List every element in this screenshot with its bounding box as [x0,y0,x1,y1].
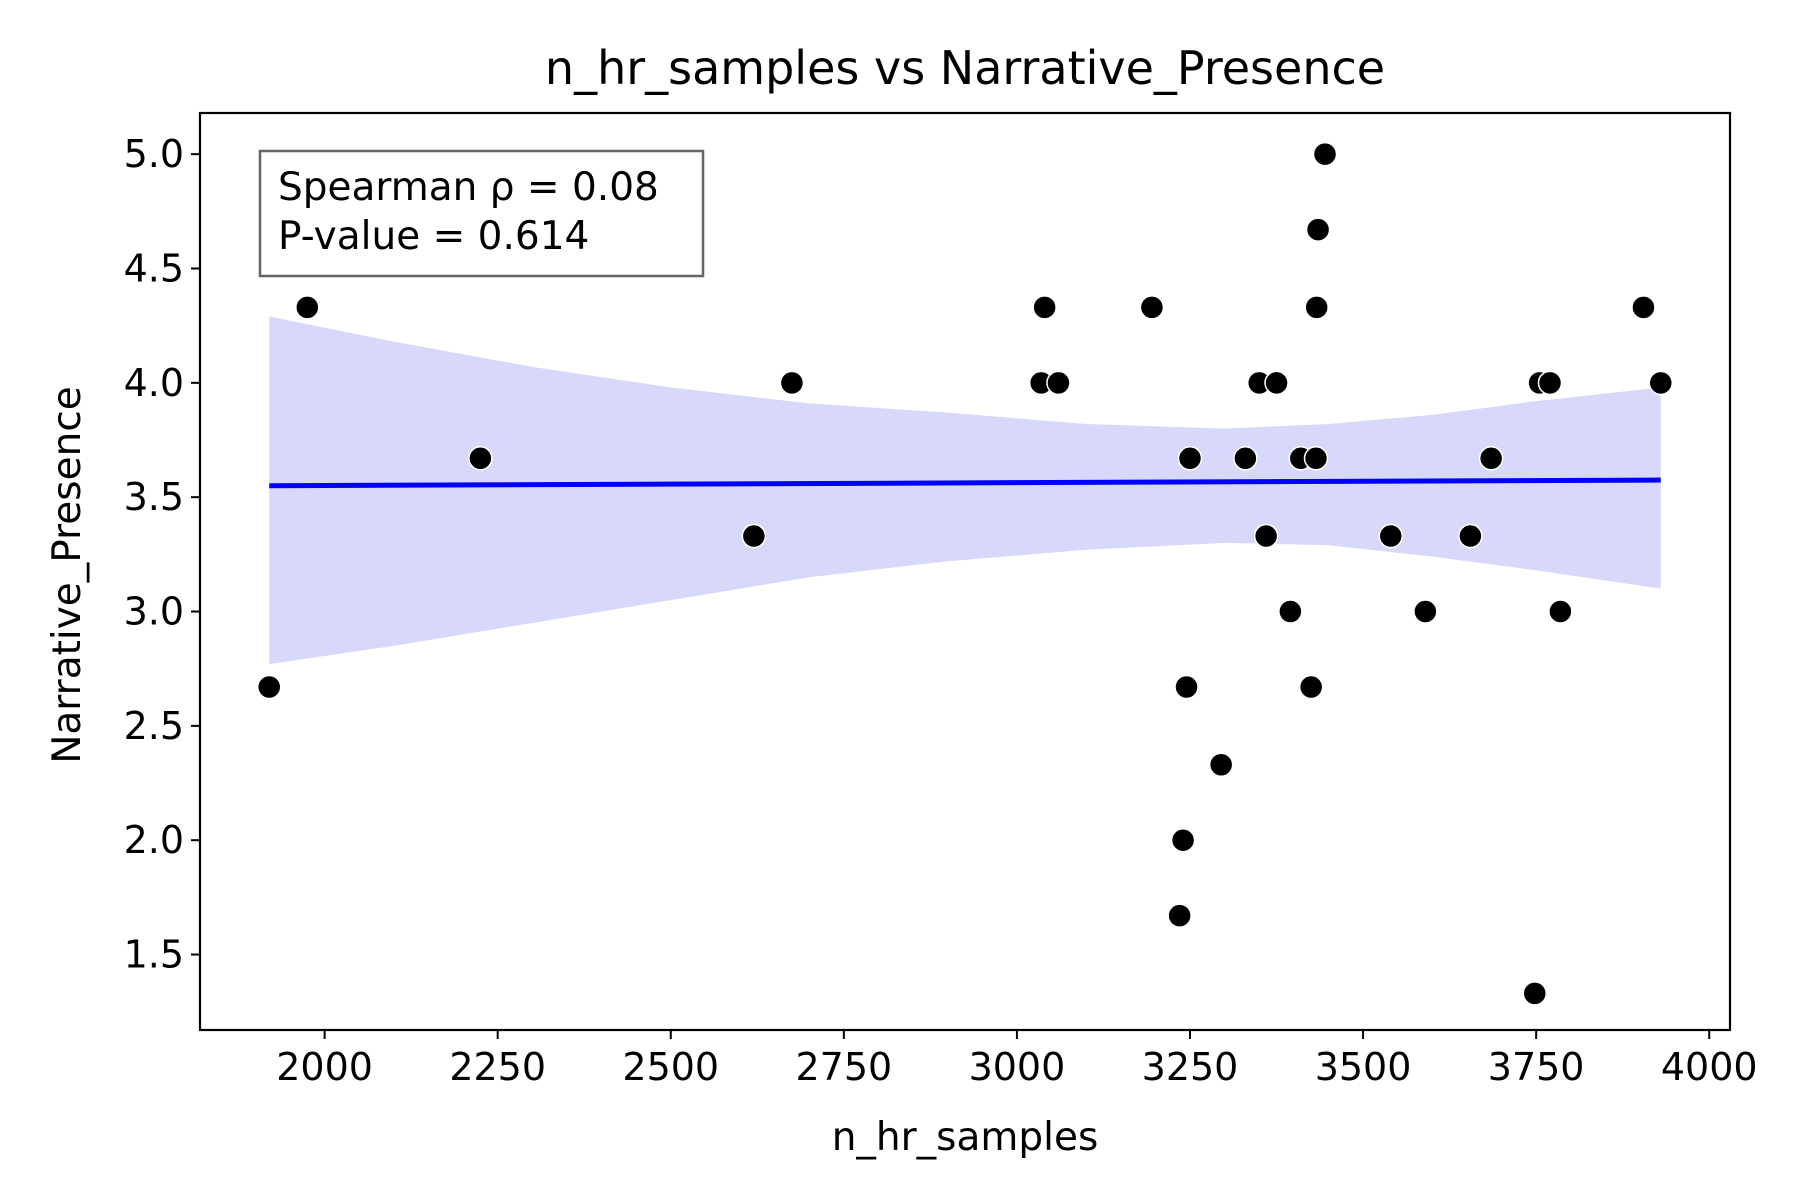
data-point [295,295,320,320]
data-point [256,674,282,700]
data-points-layer [256,141,1674,1006]
x-tick-label: 2750 [795,1045,892,1089]
x-tick-label: 3250 [1142,1045,1239,1089]
data-point [1278,599,1303,624]
data-point [1478,446,1504,471]
data-point [1174,674,1199,700]
data-point [1139,295,1165,320]
y-tick-label: 3.5 [124,475,184,519]
confidence-band-layer [269,316,1661,665]
data-point [1303,446,1329,471]
y-tick-label: 2.5 [124,704,184,748]
data-point [1648,370,1674,396]
data-point [1548,599,1573,624]
data-point [1312,141,1338,167]
data-point [1177,446,1203,471]
y-tick-label: 3.0 [124,590,184,634]
data-point [1458,523,1483,549]
x-tick-label: 2500 [622,1045,719,1089]
data-point [1631,295,1656,320]
plot-area-frame [198,111,1732,1032]
x-tick-label: 3750 [1488,1045,1585,1089]
x-axis-ticks: 2000 2250 2500 2750 3000 3250 3500 3750 4000 [276,1030,1758,1089]
stats-box: Spearman ρ = 0.08 P-value = 0.614 [258,149,705,278]
y-axis-label: Narrative_Presence [45,386,90,764]
y-tick-label: 5.0 [124,132,184,176]
data-point [1233,446,1258,471]
x-tick-label: 2250 [449,1045,546,1089]
data-point [1208,752,1234,777]
data-point [468,446,493,471]
data-point [1413,599,1438,624]
data-point [1032,295,1057,320]
regression-line [269,477,1661,489]
confidence-band [269,316,1661,665]
regression-line-layer [269,477,1661,489]
data-point [1378,523,1404,549]
x-tick-label: 3000 [969,1045,1066,1089]
data-point [1305,217,1331,242]
y-tick-label: 4.0 [124,361,184,405]
spearman-label: Spearman ρ = 0.08 [278,165,659,210]
data-point [741,523,767,549]
data-point [1537,370,1563,396]
y-tick-label: 4.5 [124,247,184,291]
x-tick-label: 2000 [276,1045,373,1089]
data-point [1046,370,1071,396]
y-tick-label: 1.5 [124,933,184,977]
data-point [1304,295,1329,320]
y-tick-label: 2.0 [124,818,184,862]
y-axis-ticks: 1.5 2.0 2.5 3.0 3.5 4.0 4.5 5.0 [124,132,200,977]
data-point [1264,370,1289,396]
data-point [1298,674,1324,700]
x-axis-label: n_hr_samples [832,1115,1099,1160]
data-point [1522,981,1548,1006]
data-point [1253,523,1279,549]
chart-title: n_hr_samples vs Narrative_Presence [545,41,1385,95]
data-point [1167,903,1192,928]
x-tick-label: 4000 [1661,1045,1758,1089]
pvalue-label: P-value = 0.614 [278,214,589,259]
data-point [779,370,805,396]
data-point [1170,827,1196,853]
x-tick-label: 3500 [1315,1045,1412,1089]
stats-box-frame [258,149,705,278]
